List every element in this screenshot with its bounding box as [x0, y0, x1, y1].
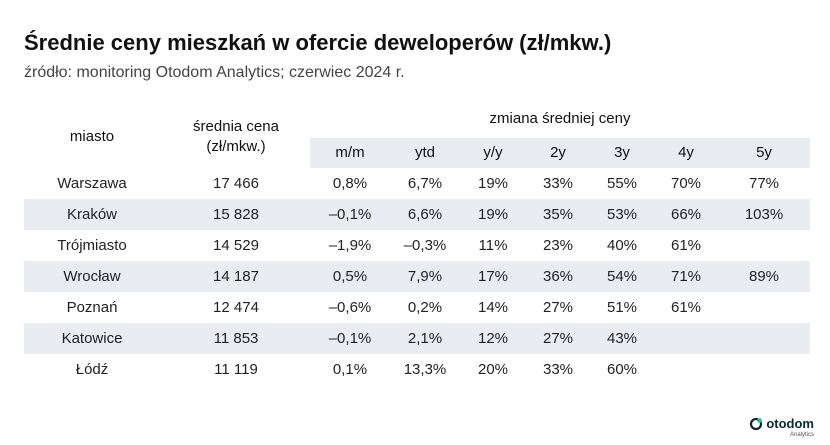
cell-2y: 35%: [542, 206, 574, 223]
cell-mm: –0,6%: [328, 299, 372, 316]
cell-city: Łódź: [75, 361, 109, 378]
cell-5y: 77%: [748, 175, 780, 192]
header-price-change: zmiana średniej ceny: [489, 110, 631, 127]
change-subheader-row: m/m ytd y/y 2y 3y 4y 5y: [310, 138, 810, 168]
cell-3y: 40%: [606, 237, 638, 254]
cell-4y: [654, 323, 718, 354]
cell-4y: 61%: [670, 237, 702, 254]
cell-ytd: 0,2%: [407, 299, 443, 316]
subheader-2y: 2y: [550, 144, 566, 161]
cell-city: Trójmiasto: [57, 237, 127, 254]
cell-ytd: 13,3%: [403, 361, 447, 378]
cell-4y: 61%: [670, 299, 702, 316]
table-row: Katowice 11 853 –0,1% 2,1% 12% 27% 43%: [24, 323, 810, 354]
cell-mm: 0,8%: [332, 175, 368, 192]
cell-city: Kraków: [66, 206, 118, 223]
cell-city: Warszawa: [57, 175, 127, 192]
header-city: miasto: [69, 128, 115, 145]
cell-4y: [654, 354, 718, 385]
otodom-logo-text: otodom: [766, 416, 814, 431]
cell-avg: 14 187: [213, 268, 259, 285]
cell-yy: 17%: [477, 268, 509, 285]
page-title: Średnie ceny mieszkań w ofercie dewelope…: [24, 30, 612, 55]
cell-ytd: 6,6%: [407, 206, 443, 223]
cell-5y: 103%: [744, 206, 784, 223]
cell-yy: 11%: [478, 237, 508, 254]
cell-3y: 51%: [606, 299, 638, 316]
cell-city: Wrocław: [63, 268, 121, 285]
cell-3y: 55%: [606, 175, 638, 192]
cell-4y: 70%: [670, 175, 702, 192]
cell-ytd: 2,1%: [407, 330, 443, 347]
subheader-4y: 4y: [678, 144, 694, 161]
cell-4y: 66%: [670, 206, 702, 223]
cell-4y: 71%: [670, 268, 702, 285]
cell-3y: 43%: [606, 330, 638, 347]
cell-3y: 53%: [606, 206, 638, 223]
cell-3y: 54%: [606, 268, 638, 285]
cell-mm: –1,9%: [328, 237, 372, 254]
cell-2y: 27%: [542, 330, 574, 347]
subheader-3y: 3y: [614, 144, 630, 161]
subheader-yy: y/y: [483, 144, 503, 161]
cell-avg: 15 828: [213, 206, 259, 223]
cell-2y: 27%: [542, 299, 574, 316]
cell-2y: 33%: [542, 361, 574, 378]
cell-avg: 12 474: [213, 299, 259, 316]
cell-5y: [718, 292, 810, 323]
cell-yy: 19%: [477, 206, 509, 223]
table-row: Trójmiasto 14 529 –1,9% –0,3% 11% 23% 40…: [24, 230, 810, 261]
cell-yy: 20%: [477, 361, 509, 378]
cell-5y: [718, 354, 810, 385]
cell-2y: 23%: [542, 237, 574, 254]
table-row: Kraków 15 828 –0,1% 6,6% 19% 35% 53% 66%…: [24, 199, 810, 230]
subheader-mm: m/m: [335, 144, 365, 161]
cell-yy: 12%: [477, 330, 509, 347]
table-row: Łódź 11 119 0,1% 13,3% 20% 33% 60%: [24, 354, 810, 385]
cell-mm: 0,5%: [332, 268, 368, 285]
cell-5y: [718, 230, 810, 261]
cell-2y: 33%: [542, 175, 574, 192]
cell-yy: 19%: [477, 175, 509, 192]
cell-3y: 60%: [606, 361, 638, 378]
otodom-logo-icon: [749, 417, 763, 431]
cell-avg: 17 466: [213, 175, 259, 192]
subheader-ytd: ytd: [414, 144, 435, 161]
subheader-5y: 5y: [756, 144, 772, 161]
table-row: Warszawa 17 466 0,8% 6,7% 19% 33% 55% 70…: [24, 168, 810, 199]
cell-mm: –0,1%: [328, 330, 372, 347]
page-subtitle: źródło: monitoring Otodom Analytics; cze…: [24, 64, 405, 81]
cell-5y: [718, 323, 810, 354]
cell-ytd: –0,3%: [403, 237, 447, 254]
table-row: Wrocław 14 187 0,5% 7,9% 17% 36% 54% 71%…: [24, 261, 810, 292]
header-average-price-line2: (zł/mkw.): [206, 138, 266, 155]
cell-5y: 89%: [748, 268, 780, 285]
header-average-price-line1: średnia cena: [193, 118, 279, 135]
cell-avg: 11 119: [214, 361, 258, 378]
cell-mm: –0,1%: [328, 206, 372, 223]
cell-mm: 0,1%: [332, 361, 368, 378]
table-row: Poznań 12 474 –0,6% 0,2% 14% 27% 51% 61%: [24, 292, 810, 323]
cell-city: Katowice: [61, 330, 123, 347]
cell-ytd: 6,7%: [407, 175, 443, 192]
cell-avg: 11 853: [213, 330, 259, 347]
cell-yy: 14%: [477, 299, 509, 316]
otodom-logo-subtext: Analytics: [789, 432, 814, 438]
otodom-logo: otodom: [749, 416, 814, 431]
cell-avg: 14 529: [213, 237, 259, 254]
cell-2y: 36%: [542, 268, 574, 285]
header-average-price: średnia cena (zł/mkw.): [174, 117, 298, 157]
cell-city: Poznań: [66, 299, 118, 316]
cell-ytd: 7,9%: [407, 268, 443, 285]
